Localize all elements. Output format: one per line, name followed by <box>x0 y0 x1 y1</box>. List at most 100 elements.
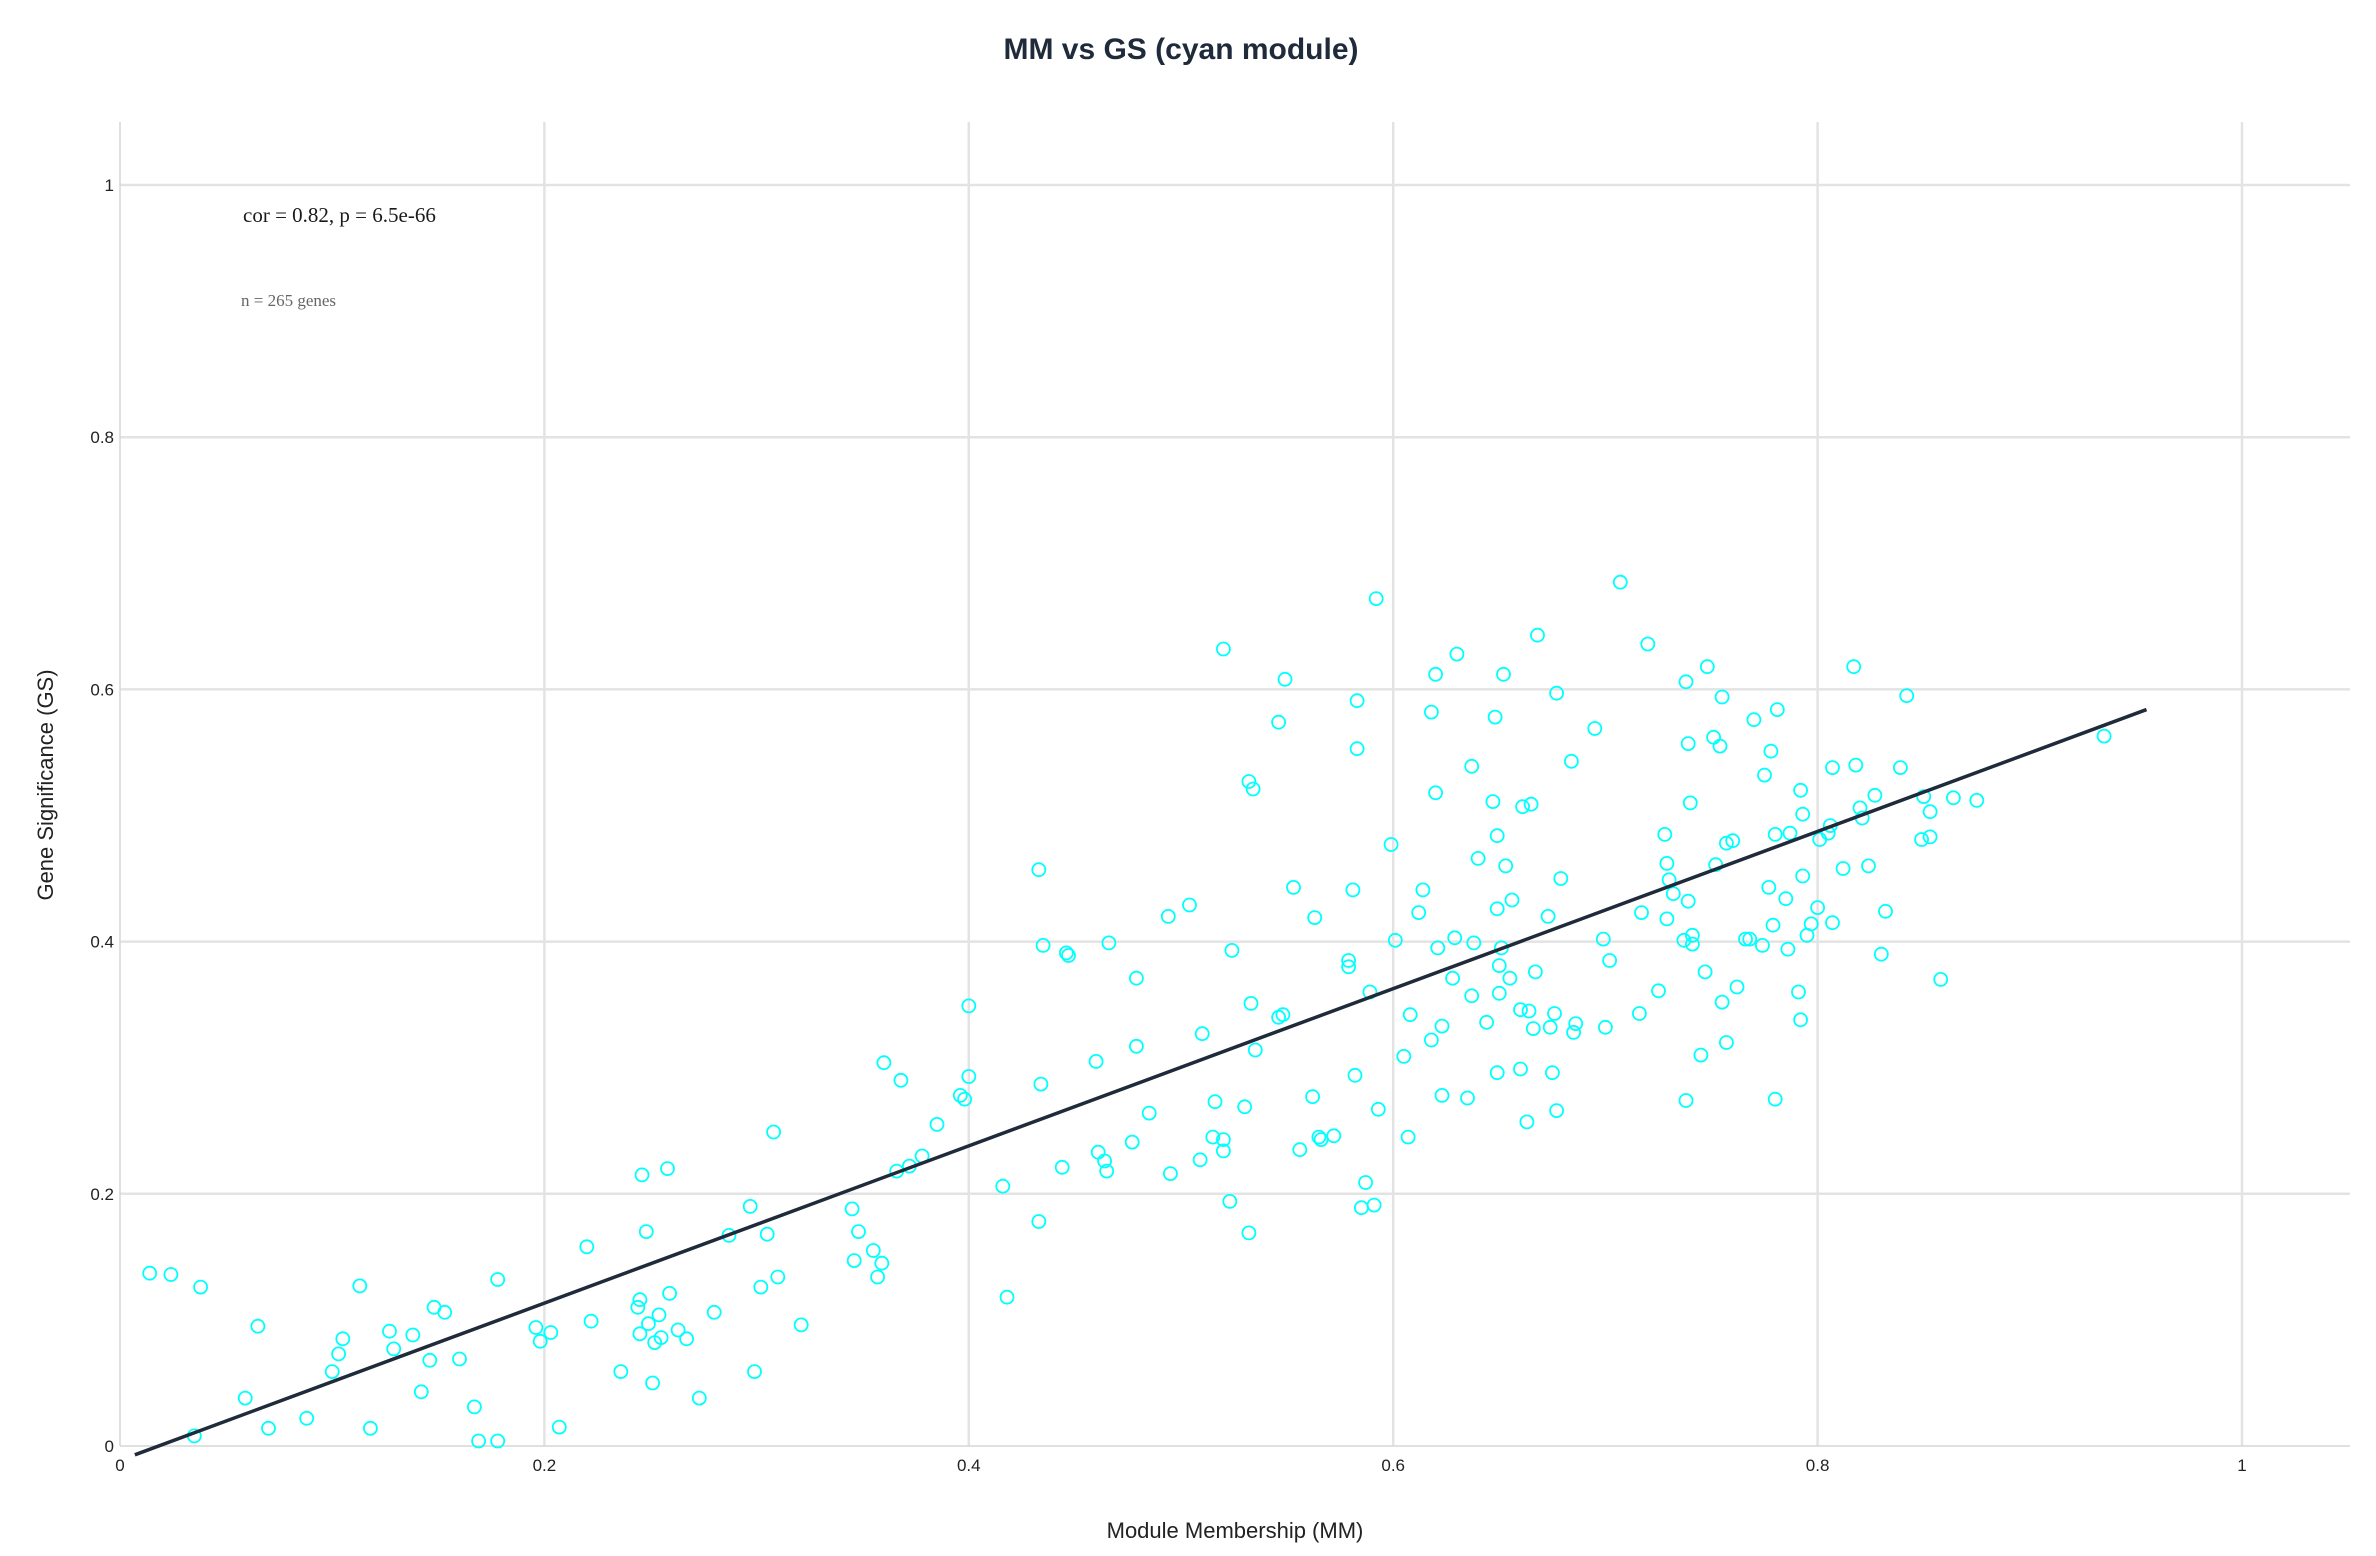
data-point <box>1547 1006 1562 1021</box>
data-point <box>1447 930 1463 946</box>
data-point <box>1873 946 1889 962</box>
data-point <box>1345 882 1361 898</box>
data-point <box>452 1351 467 1367</box>
data-point <box>1430 940 1446 956</box>
y-tick-label: 0 <box>105 1437 114 1456</box>
data-point <box>1793 782 1808 798</box>
data-point <box>1245 781 1261 797</box>
x-axis-label: Module Membership (MM) <box>1107 1518 1364 1543</box>
data-point <box>1632 1006 1647 1021</box>
data-point <box>1780 941 1796 957</box>
data-point <box>1513 1061 1528 1077</box>
correlation-annotation: cor = 0.82, p = 6.5e-66 <box>243 203 436 227</box>
data-point <box>670 1322 686 1338</box>
data-point <box>1782 825 1798 841</box>
data-point <box>1241 774 1257 789</box>
data-point <box>471 1433 487 1449</box>
data-point <box>1795 868 1811 884</box>
data-point <box>1685 927 1700 943</box>
data-point <box>1914 832 1929 847</box>
data-point <box>1706 729 1721 745</box>
data-point <box>422 1352 438 1368</box>
data-point <box>1479 1014 1494 1030</box>
data-point <box>1893 760 1908 775</box>
data-point <box>1680 736 1696 751</box>
data-point <box>1243 996 1259 1011</box>
data-point <box>1835 861 1851 876</box>
data-point <box>651 1307 667 1323</box>
data-point <box>1549 1103 1564 1118</box>
data-point <box>237 1390 253 1406</box>
data-point <box>632 1326 648 1342</box>
data-point <box>1685 936 1700 952</box>
data-point <box>753 1279 769 1295</box>
data-point <box>1341 959 1356 975</box>
data-point <box>766 1124 781 1140</box>
data-point <box>1515 799 1530 815</box>
data-point <box>1396 1049 1412 1064</box>
data-point <box>1489 1065 1505 1081</box>
data-point <box>876 1055 892 1071</box>
data-point <box>551 1419 567 1435</box>
data-point <box>1160 909 1176 924</box>
data-point <box>1634 905 1649 920</box>
data-point <box>1678 1093 1694 1108</box>
x-tick-label: 0.4 <box>957 1456 981 1475</box>
data-point <box>1598 1019 1613 1035</box>
data-point <box>1383 837 1399 852</box>
data-point <box>1466 935 1482 951</box>
data-point <box>865 1243 881 1258</box>
data-point <box>386 1341 402 1357</box>
data-point <box>747 1364 762 1379</box>
data-point <box>1746 712 1762 728</box>
data-point <box>1867 787 1883 803</box>
y-tick-label: 1 <box>105 176 114 195</box>
data-point <box>851 1224 866 1239</box>
data-point <box>1651 983 1666 999</box>
data-point <box>645 1375 660 1391</box>
data-point <box>1035 938 1051 953</box>
data-point <box>1358 1175 1373 1190</box>
data-point <box>1205 1129 1221 1145</box>
y-axis-label: Gene Significance (GS) <box>33 669 58 900</box>
x-tick-label: 0.8 <box>1806 1456 1830 1475</box>
data-point <box>250 1318 266 1334</box>
data-point <box>1612 574 1628 590</box>
data-point <box>1470 851 1486 866</box>
data-point <box>1793 1012 1808 1028</box>
data-point <box>1542 1019 1558 1035</box>
data-point <box>759 1226 775 1242</box>
data-point <box>1141 1105 1157 1121</box>
data-point <box>1708 857 1724 873</box>
data-point <box>1846 659 1862 675</box>
data-point <box>613 1364 629 1379</box>
data-point <box>1848 757 1864 773</box>
data-point <box>1791 984 1806 1000</box>
data-point <box>1916 789 1932 804</box>
data-point <box>1795 806 1811 822</box>
data-point <box>405 1327 421 1343</box>
data-point <box>1725 833 1741 849</box>
data-point <box>335 1331 351 1347</box>
data-point <box>1241 1225 1257 1241</box>
x-tick-label: 0 <box>115 1456 124 1475</box>
data-point <box>999 1289 1015 1305</box>
data-point <box>1810 900 1825 915</box>
x-tick-label: 0.6 <box>1381 1456 1405 1475</box>
data-point <box>413 1384 429 1400</box>
data-point <box>1714 994 1730 1010</box>
data-point <box>1587 721 1603 736</box>
data-points <box>142 574 2112 1449</box>
data-point <box>1129 970 1144 986</box>
data-point <box>1755 938 1770 953</box>
data-point <box>1899 688 1915 704</box>
data-point <box>1922 804 1938 820</box>
data-point <box>1101 935 1117 951</box>
data-point <box>579 1239 595 1255</box>
data-point <box>1485 794 1501 809</box>
y-tick-label: 0.2 <box>90 1185 114 1204</box>
data-point <box>1659 856 1675 871</box>
data-point <box>846 1253 862 1268</box>
data-point <box>1124 1134 1140 1150</box>
data-point <box>1767 827 1783 842</box>
